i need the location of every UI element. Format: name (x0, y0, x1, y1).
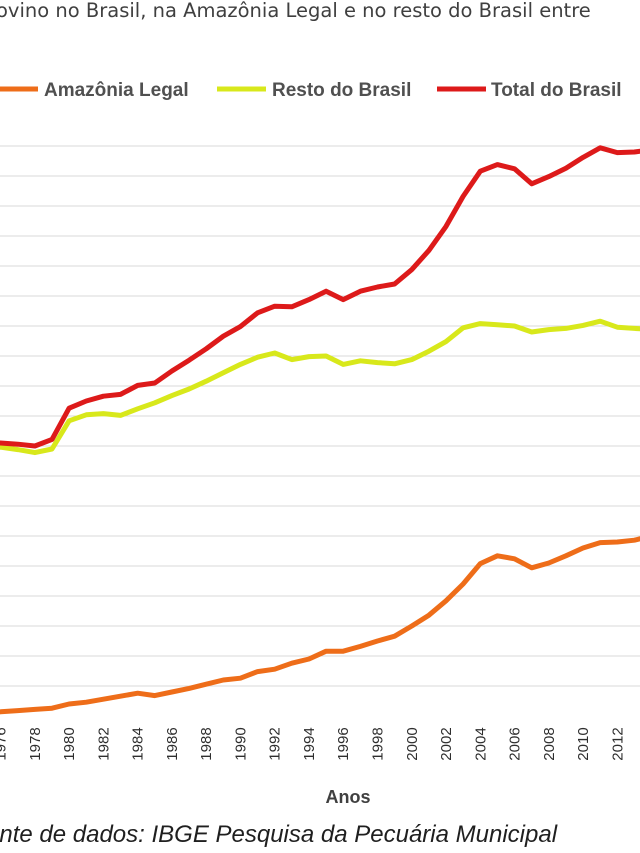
chart-title: ovino no Brasil, na Amazônia Legal e no … (0, 0, 591, 22)
x-tick-label: 2006 (507, 727, 524, 760)
x-axis-ticks: 1976 1978 1980 1982 1984 1986 1988 1990 1992 1994… (0, 727, 626, 760)
x-tick-label: 2010 (575, 727, 592, 760)
x-tick-label: 2000 (404, 727, 421, 760)
x-tick-label: 2008 (541, 727, 558, 760)
x-tick-label: 1992 (267, 727, 284, 760)
series-lines (0, 145, 640, 715)
legend-label-amazonia: Amazônia Legal (44, 80, 189, 101)
x-tick-label: 1998 (369, 727, 386, 760)
x-tick-label: 1988 (198, 727, 215, 760)
legend: Amazônia Legal Resto do Brasil Total do … (0, 80, 622, 101)
series-line-amazonia (0, 536, 640, 715)
x-tick-label: 1996 (335, 727, 352, 760)
x-tick-label: 1976 (0, 727, 10, 760)
gridlines (0, 145, 640, 687)
x-tick-label: 1994 (301, 727, 318, 760)
x-tick-label: 2012 (609, 727, 626, 760)
x-tick-label: 1984 (130, 727, 147, 760)
legend-label-total: Total do Brasil (491, 80, 622, 101)
series-line-resto (0, 318, 640, 456)
x-tick-label: 2004 (472, 727, 489, 760)
x-tick-label: 1978 (27, 727, 44, 760)
x-axis-title: Anos (326, 787, 371, 807)
legend-label-resto: Resto do Brasil (272, 80, 411, 101)
series-line-total (0, 145, 640, 449)
x-tick-label: 1980 (61, 727, 78, 760)
x-tick-label: 2002 (438, 727, 455, 760)
x-tick-label: 1990 (232, 727, 249, 760)
x-tick-label: 1986 (164, 727, 181, 760)
source-note: onte de dados: IBGE Pesquisa da Pecuária… (0, 821, 558, 848)
x-tick-label: 1982 (95, 727, 112, 760)
